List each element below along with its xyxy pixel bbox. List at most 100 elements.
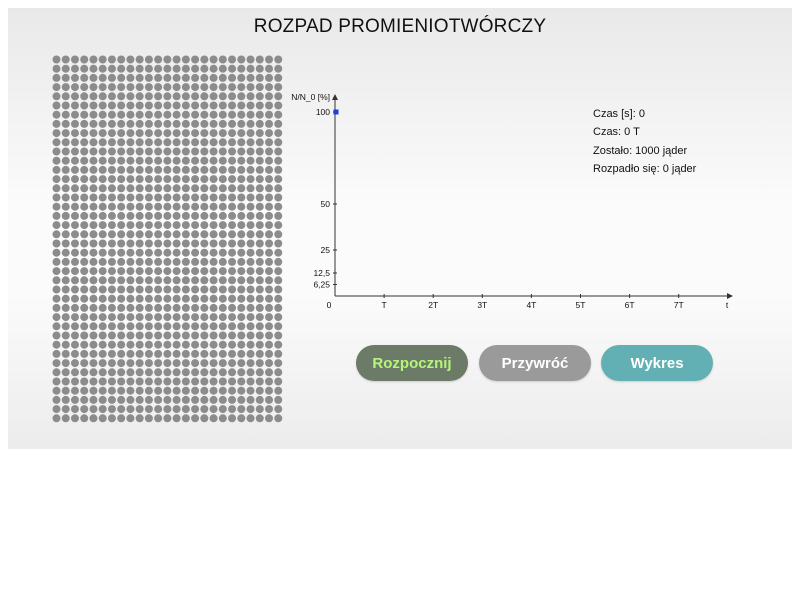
- nucleus-dot: [117, 377, 126, 386]
- nucleus-dot: [218, 92, 227, 101]
- nucleus-dot: [191, 129, 200, 138]
- nucleus-dot: [89, 395, 98, 404]
- nucleus-dot: [265, 101, 274, 110]
- nucleus-dot: [89, 322, 98, 331]
- nucleus-dot: [246, 414, 255, 423]
- nucleus-dot: [274, 202, 283, 211]
- time-halflife-readout: Czas: 0 T: [593, 126, 640, 139]
- nucleus-dot: [126, 175, 135, 184]
- nucleus-dot: [80, 101, 89, 110]
- nucleus-dot: [172, 55, 181, 64]
- nucleus-dot: [255, 285, 264, 294]
- nucleus-dot: [70, 175, 79, 184]
- y-tick-label: 6,25: [313, 280, 330, 290]
- nucleus-dot: [61, 92, 70, 101]
- nucleus-dot: [172, 257, 181, 266]
- nucleus-dot: [52, 193, 61, 202]
- nucleus-dot: [126, 211, 135, 220]
- nucleus-dot: [218, 138, 227, 147]
- start-button[interactable]: Rozpocznij: [356, 345, 468, 381]
- nucleus-dot: [246, 257, 255, 266]
- nucleus-dot: [163, 221, 172, 230]
- nucleus-dot: [61, 368, 70, 377]
- nucleus-dot: [154, 165, 163, 174]
- nucleus-dot: [274, 184, 283, 193]
- nucleus-dot: [61, 267, 70, 276]
- nucleus-dot: [107, 285, 116, 294]
- nucleus-dot: [191, 377, 200, 386]
- nucleus-dot: [200, 156, 209, 165]
- nucleus-dot: [163, 368, 172, 377]
- nucleus-dot: [228, 313, 237, 322]
- nucleus-dot: [52, 92, 61, 101]
- nucleus-dot: [89, 64, 98, 73]
- nucleus-dot: [274, 405, 283, 414]
- simulation-panel: ROZPAD PROMIENIOTWÓRCZY N/N_0 [%] t 100 50 2…: [8, 8, 792, 449]
- nucleus-dot: [107, 55, 116, 64]
- nucleus-dot: [80, 248, 89, 257]
- nucleus-dot: [61, 257, 70, 266]
- chart-button[interactable]: Wykres: [601, 345, 713, 381]
- nucleus-dot: [200, 386, 209, 395]
- nucleus-dot: [154, 405, 163, 414]
- nucleus-dot: [117, 211, 126, 220]
- nucleus-dot: [107, 193, 116, 202]
- nucleus-dot: [98, 119, 107, 128]
- nucleus-dot: [228, 73, 237, 82]
- nucleus-dot: [89, 119, 98, 128]
- nucleus-dot: [274, 395, 283, 404]
- nucleus-dot: [98, 405, 107, 414]
- nucleus-dot: [107, 202, 116, 211]
- nucleus-dot: [70, 221, 79, 230]
- nucleus-dot: [255, 175, 264, 184]
- nucleus-dot: [172, 248, 181, 257]
- nucleus-dot: [265, 147, 274, 156]
- nucleus-dot: [154, 138, 163, 147]
- nucleus-dot: [154, 184, 163, 193]
- nucleus-dot: [265, 110, 274, 119]
- nucleus-dot: [154, 101, 163, 110]
- nucleus-dot: [274, 294, 283, 303]
- nucleus-dot: [89, 248, 98, 257]
- nucleus-dot: [126, 64, 135, 73]
- decayed-nuclei-readout: Rozpadło się: 0 jąder: [593, 162, 697, 175]
- nucleus-dot: [89, 101, 98, 110]
- x-tick-label: 2T: [428, 300, 438, 310]
- nucleus-dot: [144, 175, 153, 184]
- nucleus-dot: [237, 359, 246, 368]
- nucleus-dot: [126, 138, 135, 147]
- nucleus-dot: [274, 257, 283, 266]
- nucleus-dot: [135, 101, 144, 110]
- nucleus-dot: [98, 414, 107, 423]
- nucleus-dot: [237, 55, 246, 64]
- nucleus-dot: [126, 313, 135, 322]
- nucleus-dot: [98, 386, 107, 395]
- nucleus-dot: [144, 257, 153, 266]
- nucleus-dot: [181, 221, 190, 230]
- nucleus-dot: [144, 119, 153, 128]
- nucleus-dot: [126, 73, 135, 82]
- nucleus-dot: [80, 359, 89, 368]
- nucleus-dot: [265, 359, 274, 368]
- nucleus-dot: [255, 202, 264, 211]
- nucleus-dot: [237, 405, 246, 414]
- nucleus-dot: [80, 395, 89, 404]
- nucleus-dot: [117, 230, 126, 239]
- nucleus-dot: [107, 83, 116, 92]
- nucleus-dot: [172, 147, 181, 156]
- nucleus-dot: [163, 405, 172, 414]
- nucleus-dot: [98, 92, 107, 101]
- nucleus-dot: [61, 129, 70, 138]
- nucleus-dot: [265, 285, 274, 294]
- nucleus-dot: [80, 285, 89, 294]
- nucleus-dot: [89, 313, 98, 322]
- nucleus-dot: [163, 64, 172, 73]
- nucleus-dot: [255, 92, 264, 101]
- nucleus-dot: [265, 377, 274, 386]
- reset-button[interactable]: Przywróć: [479, 345, 591, 381]
- nucleus-dot: [154, 349, 163, 358]
- nucleus-dot: [144, 101, 153, 110]
- nucleus-dot: [154, 156, 163, 165]
- nucleus-dot: [218, 175, 227, 184]
- nucleus-dot: [135, 64, 144, 73]
